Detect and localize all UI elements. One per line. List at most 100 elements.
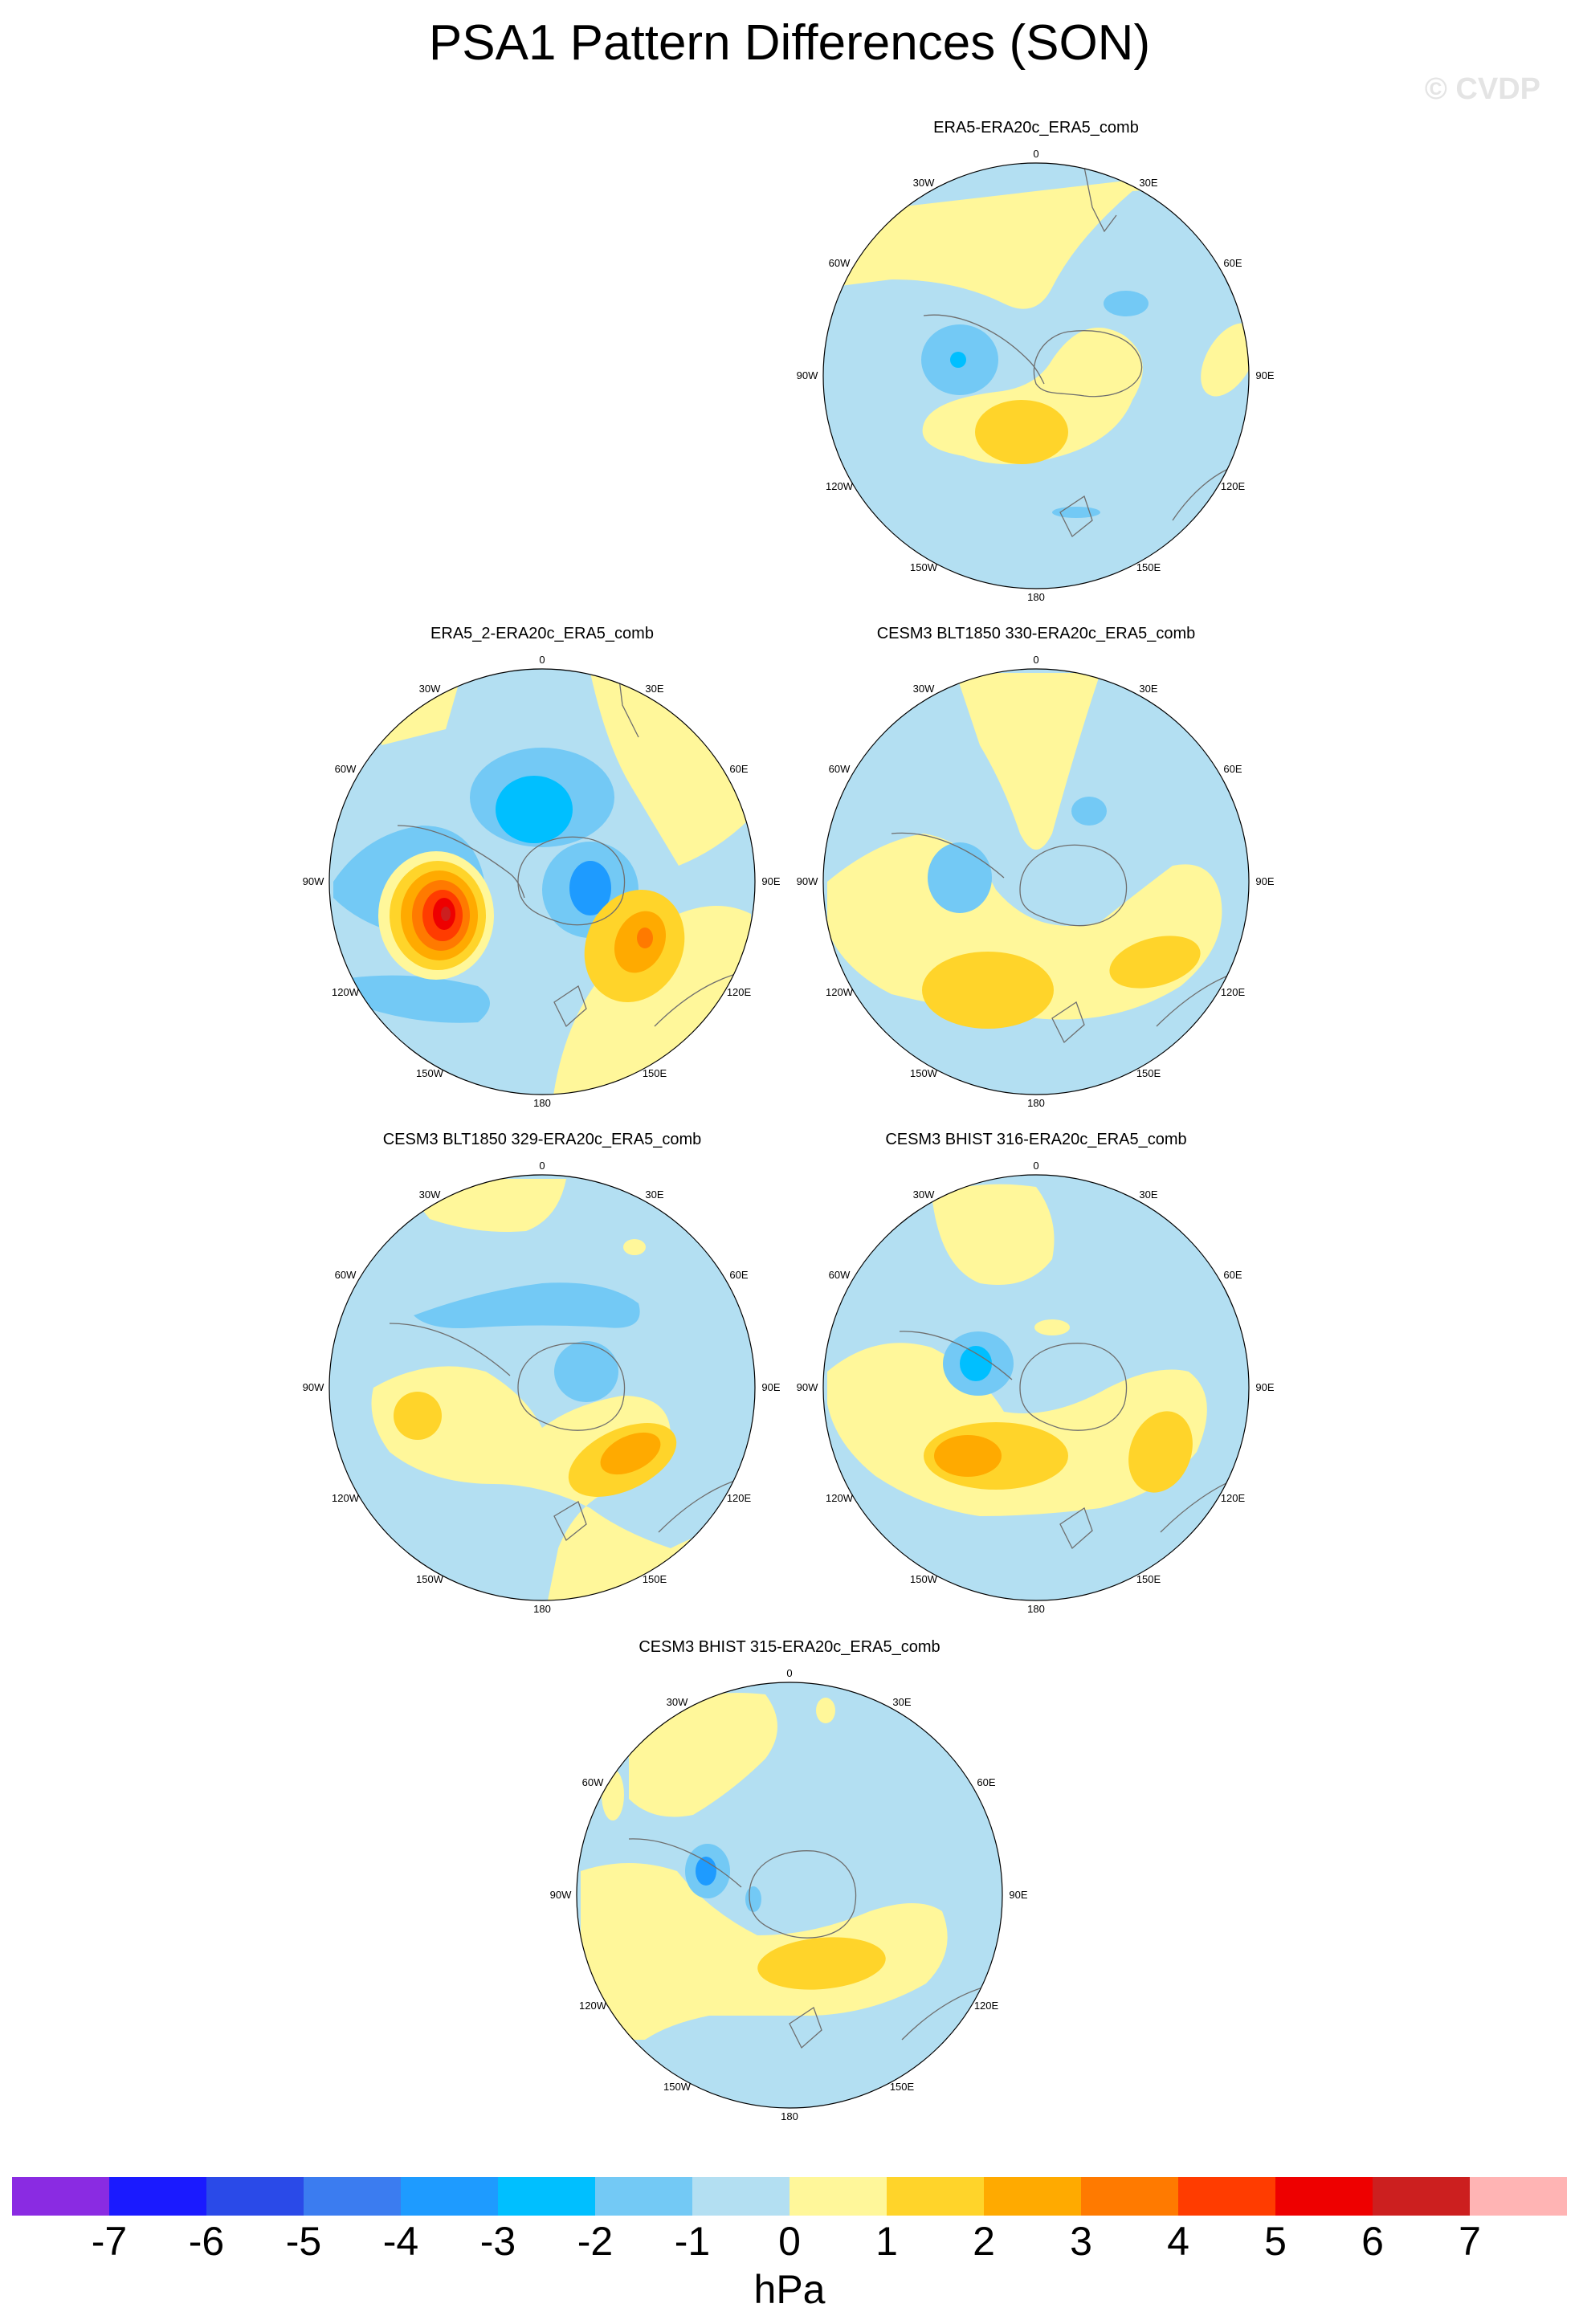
- lon-label: 60W: [335, 763, 357, 775]
- lon-label: 30E: [645, 683, 663, 695]
- lon-label: 90E: [1009, 1889, 1027, 1901]
- lon-label: 90E: [1255, 369, 1274, 381]
- panel-title: CESM3 BHIST 315-ERA20c_ERA5_comb: [639, 1638, 940, 1656]
- map-panel-4: CESM3 BLT1850 329-ERA20c_ERA5_comb 0 30E…: [301, 1131, 783, 1645]
- lon-label: 30E: [645, 1189, 663, 1201]
- colorbar-swatch: [984, 2177, 1082, 2216]
- lon-label: 60E: [977, 1776, 995, 1788]
- lon-label: 30W: [913, 1189, 935, 1201]
- colorbar-swatch: [1373, 2177, 1471, 2216]
- colorbar-tick-label: 7: [1459, 2219, 1481, 2264]
- lon-label: 30W: [419, 1189, 441, 1201]
- lon-label: 150E: [643, 1573, 667, 1585]
- colorbar-tick-label: -7: [91, 2219, 128, 2264]
- colorbar-tick-label: 4: [1167, 2219, 1189, 2264]
- colorbar: [12, 2177, 1567, 2216]
- colorbar-swatch: [401, 2177, 499, 2216]
- map-panel-2: ERA5_2-ERA20c_ERA5_comb: [301, 625, 783, 1139]
- lon-label: 150E: [1136, 561, 1161, 573]
- figure-title: PSA1 Pattern Differences (SON): [428, 15, 1151, 71]
- colorbar-tick-label: 0: [778, 2219, 801, 2264]
- lon-label: 90E: [1255, 875, 1274, 887]
- colorbar-tick-label: -6: [188, 2219, 225, 2264]
- map-panel-3: CESM3 BLT1850 330-ERA20c_ERA5_comb 0 30E…: [795, 625, 1277, 1139]
- colorbar-swatch: [206, 2177, 304, 2216]
- lon-label: 150W: [910, 1067, 938, 1079]
- colorbar-swatch: [304, 2177, 402, 2216]
- lon-label: 120W: [826, 480, 854, 492]
- panel-title: CESM3 BLT1850 329-ERA20c_ERA5_comb: [382, 1131, 702, 1148]
- colorbar-tick-label: -1: [674, 2219, 711, 2264]
- lon-label: 60E: [1223, 257, 1242, 269]
- lon-label: 60E: [729, 1269, 748, 1281]
- lon-label: 0: [786, 1667, 792, 1679]
- lon-label: 120E: [727, 1492, 752, 1504]
- colorbar-swatch: [498, 2177, 596, 2216]
- lon-label: 180: [781, 2110, 798, 2122]
- lon-label: 60W: [829, 257, 851, 269]
- lon-label: 150E: [1136, 1573, 1161, 1585]
- lon-label: 180: [1027, 1603, 1045, 1615]
- lon-label: 60W: [829, 763, 851, 775]
- colorbar-tick-label: 1: [875, 2219, 898, 2264]
- panel-title: CESM3 BHIST 316-ERA20c_ERA5_comb: [885, 1131, 1187, 1148]
- colorbar-swatch: [12, 2177, 110, 2216]
- colorbar-swatch: [1470, 2177, 1567, 2216]
- colorbar-units: hPa: [753, 2267, 826, 2312]
- lon-label: 90W: [797, 1381, 818, 1393]
- colorbar-swatch: [109, 2177, 207, 2216]
- lon-label: 150E: [643, 1067, 667, 1079]
- lon-label: 60E: [729, 763, 748, 775]
- lon-label: 90W: [797, 875, 818, 887]
- lon-label: 120E: [974, 2000, 999, 2012]
- lon-label: 90W: [797, 369, 818, 381]
- lon-label: 60W: [829, 1269, 851, 1281]
- lon-label: 30E: [1139, 177, 1157, 189]
- lon-label: 0: [1033, 148, 1038, 160]
- polar-map: 0 30E 60E 90E 120E 150E 180 150W 120W 90…: [797, 654, 1275, 1109]
- lon-label: 60E: [1223, 763, 1242, 775]
- lon-label: 120W: [579, 2000, 607, 2012]
- lon-label: 150W: [910, 561, 938, 573]
- lon-label: 30W: [913, 683, 935, 695]
- colorbar-tick-label: -4: [382, 2219, 419, 2264]
- panel-title: CESM3 BLT1850 330-ERA20c_ERA5_comb: [876, 625, 1196, 642]
- polar-map: 0 30E 60E 90E 120E 150E 180 150W 120W 90…: [303, 654, 781, 1109]
- lon-label: 120W: [332, 986, 360, 998]
- lon-label: 90E: [1255, 1381, 1274, 1393]
- lon-label: 0: [1033, 654, 1038, 666]
- watermark: © CVDP: [1424, 72, 1540, 106]
- polar-map: 0 30E 60E 90E 120E 150E 180 150W 120W 90…: [303, 1160, 781, 1615]
- lon-label: 180: [1027, 1097, 1045, 1109]
- colorbar-swatch: [1081, 2177, 1179, 2216]
- colorbar-swatch: [692, 2177, 790, 2216]
- lon-label: 30E: [1139, 683, 1157, 695]
- lon-label: 150W: [416, 1067, 444, 1079]
- lon-label: 30E: [892, 1696, 911, 1708]
- lon-label: 60W: [582, 1776, 604, 1788]
- colorbar-swatch: [887, 2177, 985, 2216]
- lon-label: 60W: [335, 1269, 357, 1281]
- colorbar-swatch: [1275, 2177, 1373, 2216]
- lon-label: 90W: [303, 1381, 324, 1393]
- lon-label: 0: [1033, 1160, 1038, 1172]
- lon-label: 120E: [1221, 480, 1246, 492]
- lon-label: 120E: [727, 986, 752, 998]
- lon-label: 90E: [761, 1381, 780, 1393]
- lon-label: 90W: [303, 875, 324, 887]
- colorbar-swatch: [1178, 2177, 1276, 2216]
- colorbar-tick-label: 5: [1264, 2219, 1287, 2264]
- lon-label: 150E: [1136, 1067, 1161, 1079]
- colorbar-swatches: [12, 2177, 1567, 2216]
- lon-label: 30W: [913, 177, 935, 189]
- lon-label: 120E: [1221, 986, 1246, 998]
- colorbar-tick-label: 3: [1070, 2219, 1092, 2264]
- lon-label: 120E: [1221, 1492, 1246, 1504]
- panel-title: ERA5-ERA20c_ERA5_comb: [933, 119, 1139, 137]
- colorbar-swatch: [595, 2177, 693, 2216]
- lon-label: 90E: [761, 875, 780, 887]
- lon-label: 120W: [332, 1492, 360, 1504]
- lon-label: 120W: [826, 986, 854, 998]
- map-panel-1: ERA5-ERA20c_ERA5_comb 0 30E 60E 90E 120E…: [795, 119, 1277, 633]
- colorbar-tick-label: -5: [285, 2219, 322, 2264]
